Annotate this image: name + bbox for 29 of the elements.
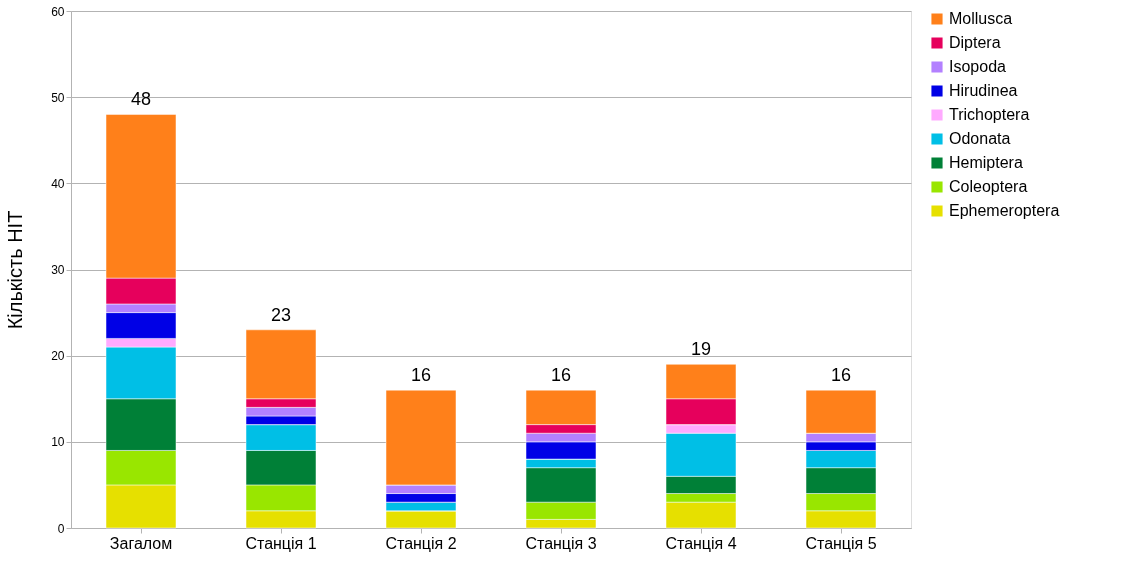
legend-label: Odonata [949, 130, 1011, 147]
legend-label: Coleoptera [949, 178, 1028, 195]
y-tick-label: 50 [51, 90, 65, 105]
x-tick-label: Станція 2 [385, 534, 457, 552]
legend-label: Isopoda [949, 58, 1007, 75]
legend-label: Hemiptera [949, 154, 1023, 171]
legend-label: Mollusca [949, 10, 1013, 27]
total-label: 19 [690, 339, 712, 360]
x-tick-label: Станція 4 [665, 534, 737, 552]
x-tick-label: Станція 3 [525, 534, 597, 552]
total-label: 16 [410, 365, 432, 386]
total-label: 16 [550, 365, 572, 386]
x-tick-label: Станція 5 [805, 534, 877, 552]
y-tick-label: 60 [51, 4, 65, 19]
y-tick-label: 20 [51, 349, 65, 364]
y-tick-label: 40 [51, 176, 65, 191]
y-tick-label: 10 [51, 435, 65, 450]
x-tick-label: Загалом [109, 534, 173, 552]
y-axis-title: Кількість НІТ [4, 210, 27, 330]
legend-label: Ephemeroptera [949, 202, 1060, 219]
legend-label: Hirudinea [949, 82, 1018, 99]
x-tick-label: Станція 1 [245, 534, 317, 552]
total-label: 48 [130, 89, 152, 110]
y-tick-label: 0 [57, 521, 65, 536]
total-label: 16 [830, 365, 852, 386]
legend-label: Trichoptera [949, 106, 1030, 123]
y-tick-label: 30 [51, 263, 65, 277]
legend-label: Diptera [949, 34, 1001, 51]
total-label: 23 [270, 304, 292, 325]
